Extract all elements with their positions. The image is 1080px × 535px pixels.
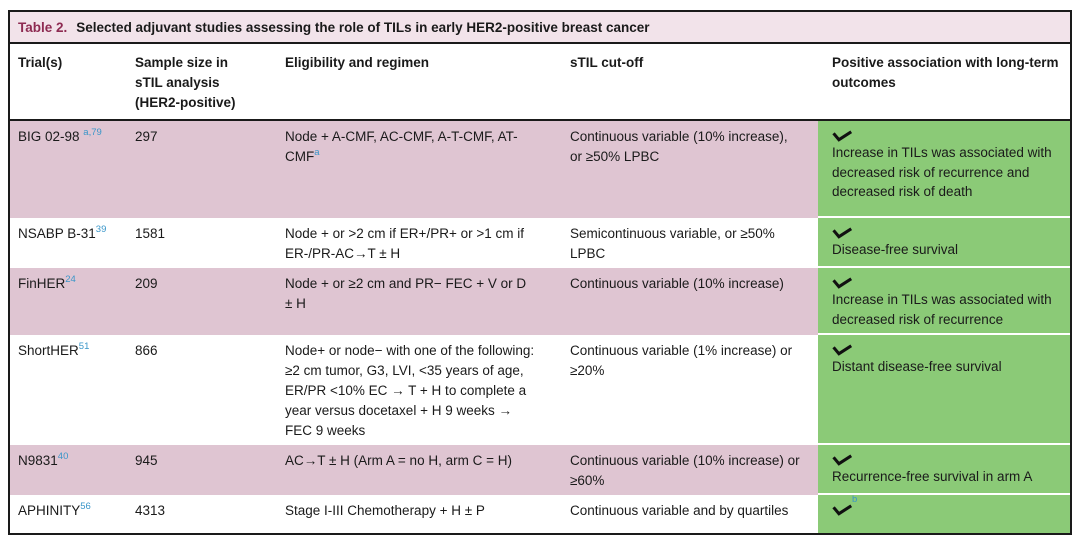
column-header-eligibility: Eligibility and regimen <box>285 55 430 70</box>
sample-size-cell: 866 <box>135 335 285 445</box>
stil-cutoff-cell: Continuous variable (10% increase) <box>570 268 818 335</box>
eligibility-cell: AC→T ± H (Arm A = no H, arm C = H) <box>285 445 570 495</box>
outcome-text: Distant disease-free survival <box>832 359 1002 374</box>
trial-name: BIG 02-98 <box>18 129 84 144</box>
eligibility-text: Node + or >2 cm if ER+/PR+ or >1 cm if E… <box>285 226 524 261</box>
outcome-cell: Increase in TILs was associated with dec… <box>818 121 1070 218</box>
outcome-cell: Recurrence-free survival in arm A <box>818 445 1070 495</box>
trial-name: NSABP B-31 <box>18 226 96 241</box>
outcome-text: Recurrence-free survival in arm A <box>832 469 1033 484</box>
outcome-check-line <box>832 126 1060 143</box>
reference-superscript: a,79 <box>83 127 102 138</box>
eligibility-text: Node + A-CMF, AC-CMF, A-T-CMF, AT-CMF <box>285 129 518 164</box>
outcome-check-line <box>832 450 1060 467</box>
check-icon <box>832 225 853 245</box>
stil-cutoff-text: Continuous variable (10% increase), or ≥… <box>570 129 788 164</box>
outcome-cell: Distant disease-free survival <box>818 335 1070 445</box>
check-icon <box>832 502 853 522</box>
trial-name: ShortHER <box>18 343 79 358</box>
sample-size-value: 945 <box>135 453 158 468</box>
stil-cutoff-text: Continuous variable (1% increase) or ≥20… <box>570 343 793 378</box>
reference-superscript: 40 <box>57 451 69 462</box>
table-caption: Selected adjuvant studies assessing the … <box>76 19 650 35</box>
check-icon <box>832 342 853 362</box>
adjuvant-studies-table: Table 2. Selected adjuvant studies asses… <box>8 10 1072 535</box>
outcome-check-line <box>832 340 1060 357</box>
stil-cutoff-cell: Continuous variable (1% increase) or ≥20… <box>570 335 818 445</box>
sample-size-cell: 209 <box>135 268 285 335</box>
table-title-bar: Table 2. Selected adjuvant studies asses… <box>10 12 1070 44</box>
outcome-cell: Increase in TILs was associated with dec… <box>818 268 1070 335</box>
outcome-check-line <box>832 273 1060 290</box>
table-row: APHINITY56 4313 Stage I-III Chemotherapy +… <box>10 495 1070 533</box>
sample-size-cell: 4313 <box>135 495 285 533</box>
eligibility-cell: Stage I-III Chemotherapy + H ± P <box>285 495 570 533</box>
eligibility-text: Stage I-III Chemotherapy + H ± P <box>285 503 485 518</box>
outcome-text: Disease-free survival <box>832 242 959 257</box>
eligibility-cell: Node+ or node− with one of the following… <box>285 335 570 445</box>
table-header-row: Trial(s) Sample size in sTIL analysis (H… <box>10 44 1070 121</box>
outcome-cell: Disease-free survival <box>818 218 1070 268</box>
sample-size-value: 297 <box>135 129 158 144</box>
sample-size-cell: 945 <box>135 445 285 495</box>
table-row: ShortHER51 866 Node+ or node− with one of … <box>10 335 1070 445</box>
column-header-sample-size: Sample size in sTIL analysis (HER2-posit… <box>135 55 236 110</box>
eligibility-text: Node + or ≥2 cm and PR− FEC + V or D ± H <box>285 276 527 311</box>
trial-cell: APHINITY56 <box>10 495 135 533</box>
sample-size-value: 866 <box>135 343 158 358</box>
table-row: N983140 945 AC→T ± H (Arm A = no H, arm C … <box>10 445 1070 495</box>
sample-size-cell: 1581 <box>135 218 285 268</box>
stil-cutoff-text: Continuous variable (10% increase) or ≥6… <box>570 453 800 488</box>
stil-cutoff-text: Continuous variable (10% increase) <box>570 276 784 291</box>
trial-cell: N983140 <box>10 445 135 495</box>
trial-cell: ShortHER51 <box>10 335 135 445</box>
eligibility-text: AC→T ± H (Arm A = no H, arm C = H) <box>285 453 512 468</box>
column-header-trials: Trial(s) <box>18 55 63 70</box>
eligibility-cell: Node + A-CMF, AC-CMF, A-T-CMF, AT-CMFa <box>285 121 570 218</box>
stil-cutoff-cell: Semicontinuous variable, or ≥50% LPBC <box>570 218 818 268</box>
stil-cutoff-cell: Continuous variable (10% increase) or ≥6… <box>570 445 818 495</box>
outcome-text: Increase in TILs was associated with dec… <box>832 145 1052 199</box>
sample-size-cell: 297 <box>135 121 285 218</box>
stil-cutoff-text: Continuous variable and by quartiles <box>570 503 789 518</box>
page: Table 2. Selected adjuvant studies asses… <box>8 10 1072 535</box>
sample-size-value: 4313 <box>135 503 166 518</box>
eligibility-cell: Node + or >2 cm if ER+/PR+ or >1 cm if E… <box>285 218 570 268</box>
trial-name: APHINITY <box>18 503 81 518</box>
eligibility-text: Node+ or node− with one of the following… <box>285 343 535 438</box>
eligibility-cell: Node + or ≥2 cm and PR− FEC + V or D ± H <box>285 268 570 335</box>
reference-superscript: 24 <box>65 274 76 285</box>
reference-superscript: 39 <box>95 224 107 235</box>
stil-cutoff-cell: Continuous variable and by quartiles <box>570 495 818 533</box>
check-icon <box>832 128 853 148</box>
table-body: BIG 02-98 a,79 297 Node + A-CMF, AC-CMF, A… <box>10 121 1070 533</box>
check-icon <box>832 275 853 295</box>
stil-cutoff-cell: Continuous variable (10% increase), or ≥… <box>570 121 818 218</box>
column-header-outcomes: Positive association with long-term outc… <box>832 55 1059 90</box>
check-icon <box>832 452 853 472</box>
outcome-text: Increase in TILs was associated with dec… <box>832 292 1052 327</box>
reference-superscript: a <box>314 147 320 158</box>
table-row: NSABP B-3139 1581 Node + or >2 cm if ER+/P… <box>10 218 1070 268</box>
table-row: BIG 02-98 a,79 297 Node + A-CMF, AC-CMF, A… <box>10 121 1070 218</box>
trial-name: N9831 <box>18 453 58 468</box>
sample-size-value: 209 <box>135 276 158 291</box>
stil-cutoff-text: Semicontinuous variable, or ≥50% LPBC <box>570 226 775 261</box>
table-row: FinHER24 209 Node + or ≥2 cm and PR− FEC +… <box>10 268 1070 335</box>
trial-cell: NSABP B-3139 <box>10 218 135 268</box>
trial-name: FinHER <box>18 276 66 291</box>
table-number-label: Table 2. <box>18 19 68 35</box>
trial-cell: FinHER24 <box>10 268 135 335</box>
reference-superscript: 51 <box>78 341 90 352</box>
sample-size-value: 1581 <box>135 226 166 241</box>
outcome-check-line <box>832 223 1060 240</box>
outcome-cell: b <box>818 495 1070 533</box>
column-header-stil-cutoff: sTIL cut-off <box>570 55 644 70</box>
trial-cell: BIG 02-98 a,79 <box>10 121 135 218</box>
